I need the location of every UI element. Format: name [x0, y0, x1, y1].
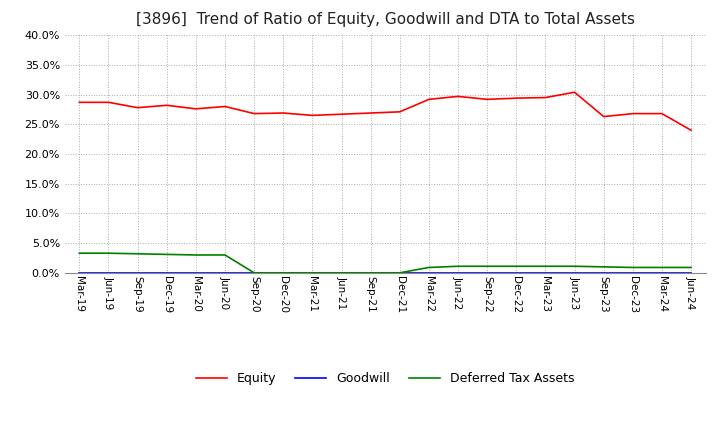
- Equity: [163, 103, 171, 108]
- Equity: [512, 95, 521, 101]
- Goodwill: [308, 270, 317, 275]
- Goodwill: [395, 270, 404, 275]
- Legend: Equity, Goodwill, Deferred Tax Assets: Equity, Goodwill, Deferred Tax Assets: [191, 367, 580, 390]
- Goodwill: [163, 270, 171, 275]
- Goodwill: [75, 270, 84, 275]
- Equity: [570, 90, 579, 95]
- Deferred Tax Assets: [75, 250, 84, 256]
- Equity: [629, 111, 637, 116]
- Deferred Tax Assets: [657, 265, 666, 270]
- Equity: [308, 113, 317, 118]
- Equity: [599, 114, 608, 119]
- Line: Deferred Tax Assets: Deferred Tax Assets: [79, 253, 691, 273]
- Title: [3896]  Trend of Ratio of Equity, Goodwill and DTA to Total Assets: [3896] Trend of Ratio of Equity, Goodwil…: [135, 12, 635, 27]
- Goodwill: [512, 270, 521, 275]
- Equity: [366, 110, 375, 116]
- Goodwill: [133, 270, 142, 275]
- Goodwill: [366, 270, 375, 275]
- Goodwill: [192, 270, 200, 275]
- Goodwill: [570, 270, 579, 275]
- Deferred Tax Assets: [337, 270, 346, 275]
- Deferred Tax Assets: [279, 270, 287, 275]
- Deferred Tax Assets: [395, 270, 404, 275]
- Goodwill: [279, 270, 287, 275]
- Deferred Tax Assets: [512, 264, 521, 269]
- Line: Equity: Equity: [79, 92, 691, 130]
- Equity: [75, 100, 84, 105]
- Equity: [220, 104, 229, 109]
- Deferred Tax Assets: [629, 265, 637, 270]
- Equity: [337, 112, 346, 117]
- Deferred Tax Assets: [133, 251, 142, 257]
- Equity: [425, 97, 433, 102]
- Goodwill: [220, 270, 229, 275]
- Equity: [657, 111, 666, 116]
- Deferred Tax Assets: [483, 264, 492, 269]
- Goodwill: [687, 270, 696, 275]
- Equity: [104, 100, 113, 105]
- Goodwill: [104, 270, 113, 275]
- Deferred Tax Assets: [163, 252, 171, 257]
- Equity: [250, 111, 258, 116]
- Goodwill: [629, 270, 637, 275]
- Deferred Tax Assets: [454, 264, 462, 269]
- Equity: [541, 95, 550, 100]
- Deferred Tax Assets: [541, 264, 550, 269]
- Equity: [395, 109, 404, 114]
- Deferred Tax Assets: [308, 270, 317, 275]
- Deferred Tax Assets: [570, 264, 579, 269]
- Deferred Tax Assets: [687, 265, 696, 270]
- Equity: [192, 106, 200, 111]
- Equity: [279, 110, 287, 116]
- Goodwill: [250, 270, 258, 275]
- Goodwill: [657, 270, 666, 275]
- Goodwill: [454, 270, 462, 275]
- Deferred Tax Assets: [192, 253, 200, 258]
- Equity: [454, 94, 462, 99]
- Equity: [133, 105, 142, 110]
- Goodwill: [483, 270, 492, 275]
- Goodwill: [541, 270, 550, 275]
- Deferred Tax Assets: [599, 264, 608, 269]
- Goodwill: [599, 270, 608, 275]
- Deferred Tax Assets: [425, 265, 433, 270]
- Goodwill: [337, 270, 346, 275]
- Deferred Tax Assets: [104, 250, 113, 256]
- Goodwill: [425, 270, 433, 275]
- Equity: [483, 97, 492, 102]
- Equity: [687, 128, 696, 133]
- Deferred Tax Assets: [220, 253, 229, 258]
- Deferred Tax Assets: [250, 270, 258, 275]
- Deferred Tax Assets: [366, 270, 375, 275]
